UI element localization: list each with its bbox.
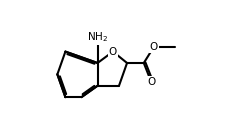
Text: O: O [147, 77, 155, 87]
Text: NH$_2$: NH$_2$ [87, 31, 108, 44]
Text: O: O [109, 47, 117, 57]
Text: O: O [150, 42, 158, 52]
